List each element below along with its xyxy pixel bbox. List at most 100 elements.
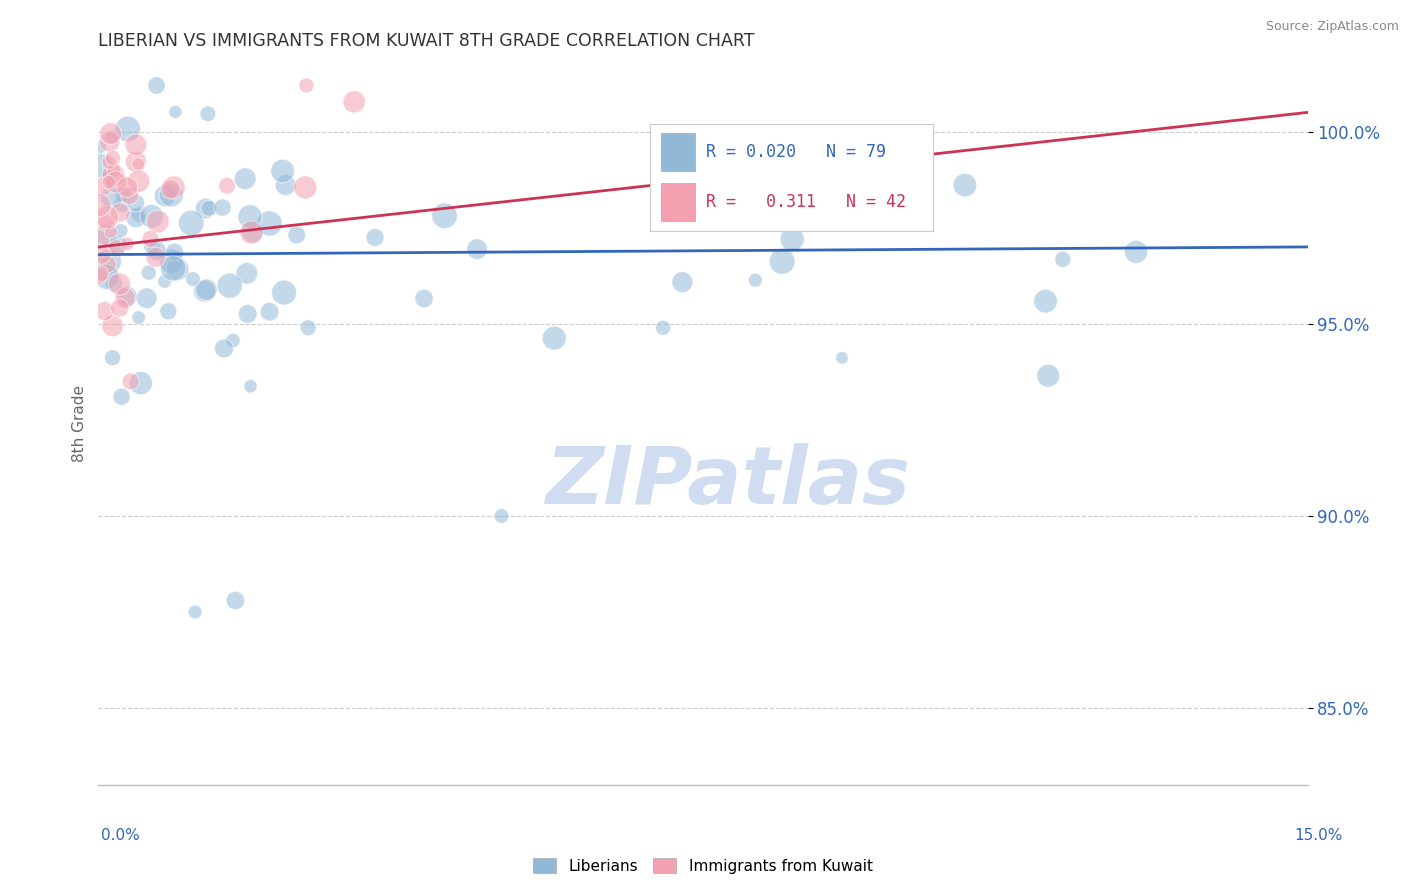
Point <box>108 277 131 291</box>
Point <box>120 375 142 389</box>
Text: R = 0.020   N = 79: R = 0.020 N = 79 <box>706 143 886 161</box>
Point <box>89 269 111 284</box>
Point <box>89 198 111 212</box>
Point <box>1038 368 1060 383</box>
FancyBboxPatch shape <box>661 183 695 221</box>
Point <box>94 227 117 242</box>
Point <box>180 216 202 230</box>
Point <box>217 178 239 193</box>
FancyBboxPatch shape <box>661 133 695 171</box>
Point <box>94 304 117 318</box>
Point <box>90 247 112 261</box>
Point <box>117 122 139 136</box>
Point <box>297 320 319 334</box>
Point <box>224 593 246 607</box>
Point <box>145 251 167 265</box>
Point <box>89 140 111 154</box>
Point <box>433 209 456 223</box>
Text: 15.0%: 15.0% <box>1295 828 1343 843</box>
Point <box>162 261 184 276</box>
Point <box>125 196 148 211</box>
Point <box>101 151 124 165</box>
Point <box>744 273 766 287</box>
Legend: Liberians, Immigrants from Kuwait: Liberians, Immigrants from Kuwait <box>527 852 879 880</box>
Point <box>129 376 152 391</box>
Point <box>222 334 245 348</box>
Point <box>273 285 295 300</box>
Point <box>163 245 186 260</box>
Point <box>103 276 125 290</box>
Point <box>127 157 149 171</box>
Point <box>101 318 124 333</box>
Point <box>97 254 120 268</box>
Point <box>100 191 122 205</box>
Point <box>145 244 167 258</box>
Point <box>193 285 215 299</box>
Point <box>97 155 120 169</box>
Point <box>271 164 294 178</box>
Point <box>110 205 132 219</box>
Point <box>114 291 136 305</box>
Point <box>115 289 138 303</box>
Point <box>211 201 233 215</box>
Point <box>413 292 436 306</box>
Point <box>285 227 308 242</box>
Point <box>101 130 124 145</box>
Point <box>543 331 565 345</box>
Point <box>97 257 120 271</box>
Point <box>236 307 259 321</box>
Point <box>153 275 176 289</box>
Text: ZIPatlas: ZIPatlas <box>544 442 910 521</box>
Point <box>98 175 121 189</box>
Text: 0.0%: 0.0% <box>101 828 141 843</box>
Point <box>242 224 264 238</box>
Point <box>128 174 150 188</box>
Point <box>117 236 139 251</box>
Point <box>108 301 131 315</box>
Point <box>953 178 976 192</box>
Point <box>96 211 118 225</box>
Point <box>259 304 281 318</box>
Text: Source: ZipAtlas.com: Source: ZipAtlas.com <box>1265 20 1399 33</box>
Point <box>100 225 122 239</box>
Point <box>104 175 127 189</box>
Point <box>198 202 221 216</box>
Point <box>138 266 160 280</box>
Point <box>103 168 125 182</box>
Point <box>128 310 150 325</box>
Point <box>125 154 148 169</box>
Point <box>274 178 297 192</box>
Text: R =   0.311   N = 42: R = 0.311 N = 42 <box>706 193 907 211</box>
Point <box>96 269 118 284</box>
Point <box>259 217 281 231</box>
Point <box>89 233 111 247</box>
Point <box>295 78 318 93</box>
Point <box>111 197 134 211</box>
Point <box>364 230 387 244</box>
Point <box>90 159 112 173</box>
Point <box>233 171 256 186</box>
Point <box>103 163 125 178</box>
Point <box>218 278 240 293</box>
Point <box>118 188 141 202</box>
Point <box>1035 294 1057 309</box>
Point <box>141 209 163 223</box>
Point <box>160 187 183 202</box>
Point <box>770 254 793 268</box>
Point <box>239 210 262 224</box>
Point <box>105 241 128 255</box>
Point <box>343 95 366 109</box>
Point <box>1125 244 1147 259</box>
Point <box>239 379 262 393</box>
Point <box>94 217 117 231</box>
Point <box>90 267 112 281</box>
Point <box>125 137 148 152</box>
Point <box>671 275 693 289</box>
Text: LIBERIAN VS IMMIGRANTS FROM KUWAIT 8TH GRADE CORRELATION CHART: LIBERIAN VS IMMIGRANTS FROM KUWAIT 8TH G… <box>98 32 755 50</box>
Point <box>115 180 138 194</box>
Point <box>98 171 121 186</box>
Point <box>141 240 163 254</box>
Point <box>165 104 187 119</box>
Point <box>91 179 114 194</box>
Point <box>294 180 316 194</box>
